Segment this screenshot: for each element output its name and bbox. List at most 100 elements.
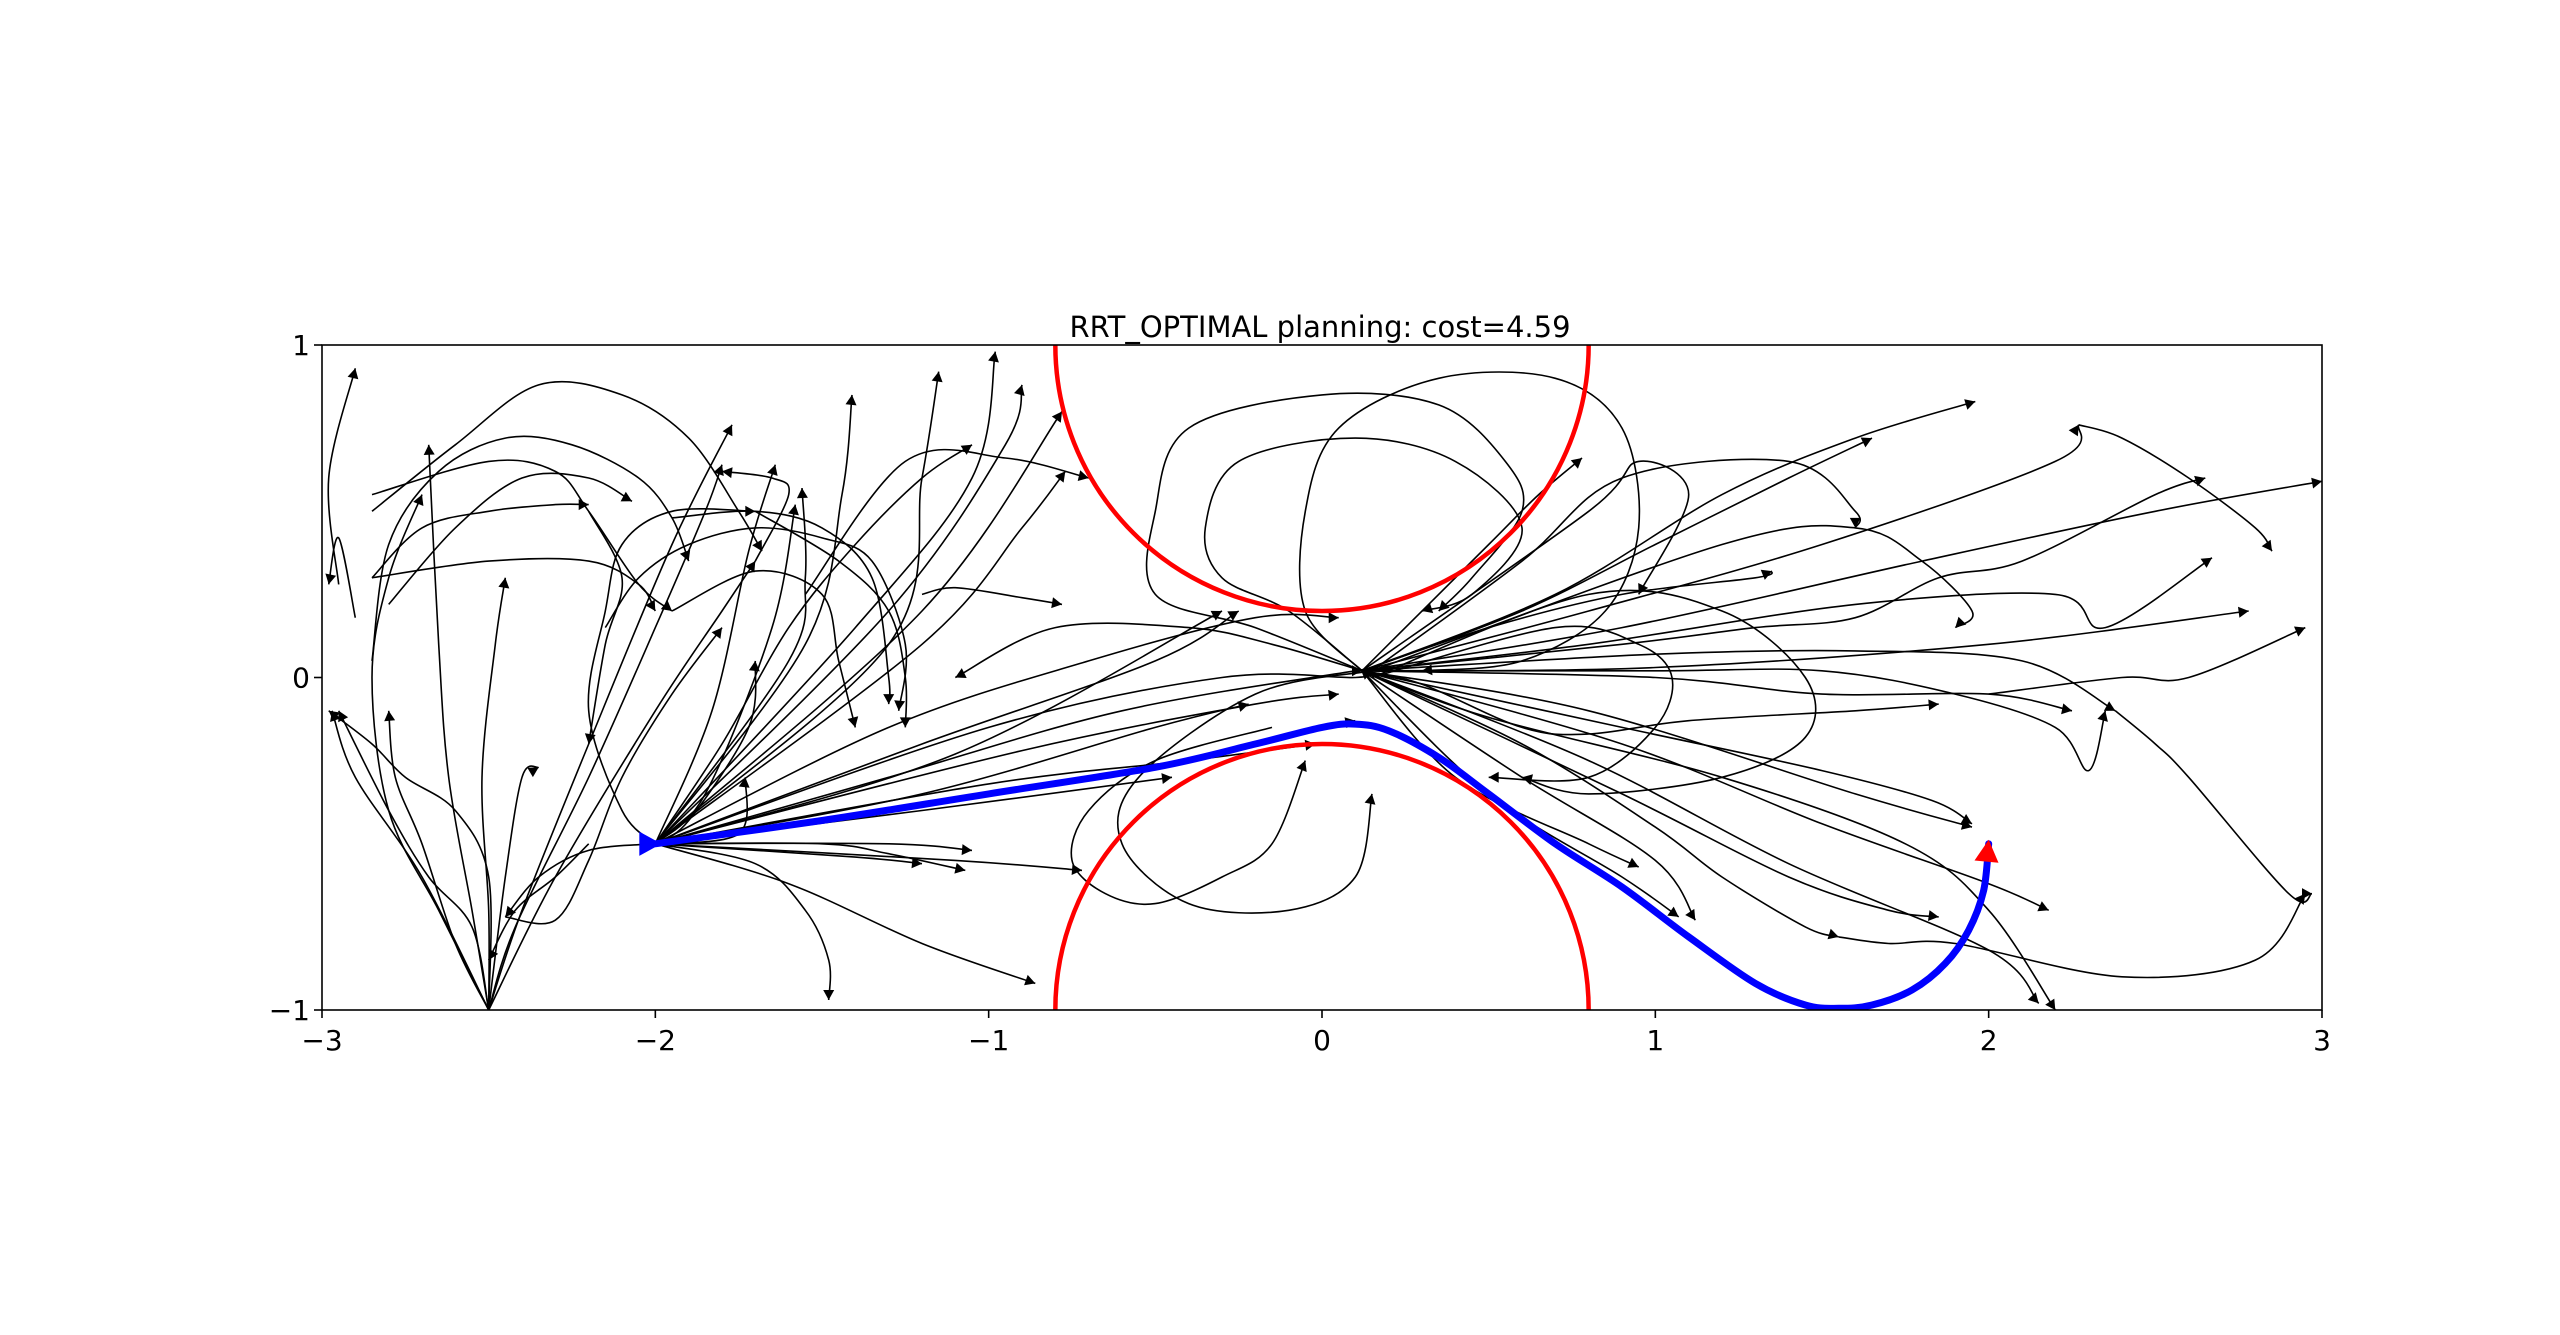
tree-node-arrow xyxy=(325,573,337,585)
tree-node-arrow xyxy=(1570,458,1582,469)
x-axis: −3 −2 −1 0 1 2 3 xyxy=(301,1010,2331,1057)
tree-node-arrow xyxy=(2045,998,2056,1010)
tree-edge xyxy=(371,503,589,579)
plot-area xyxy=(325,345,2322,1010)
tree-node-arrow xyxy=(1051,597,1062,609)
tree-node-arrow xyxy=(1210,610,1222,621)
tree-node-arrow xyxy=(2037,901,2049,912)
tree-edge xyxy=(671,510,891,705)
tree-edge xyxy=(1361,670,1939,736)
tree-edge xyxy=(328,710,492,1010)
tree-edge xyxy=(388,472,633,605)
tree-node-arrow xyxy=(711,627,722,639)
tree-edge xyxy=(1371,524,1974,672)
x-tick-label: −2 xyxy=(635,1024,676,1057)
x-tick-label: −3 xyxy=(301,1024,342,1057)
tree-node-arrow xyxy=(1364,793,1376,805)
tree-edge xyxy=(1361,670,2050,912)
tree-node-arrow xyxy=(1054,471,1066,483)
tree-edge xyxy=(487,765,540,1010)
tree-edge xyxy=(654,371,940,845)
tree-node-arrow xyxy=(745,561,756,573)
tree-edge xyxy=(654,394,853,845)
tree-edge xyxy=(487,560,756,1010)
tree-edge xyxy=(327,368,357,585)
tree-node-arrow xyxy=(1928,910,1939,921)
tree-edge xyxy=(1371,625,1674,782)
tree-node-arrow xyxy=(2311,477,2322,489)
tree-node-arrow xyxy=(911,857,922,869)
tree-node-arrow xyxy=(1422,602,1434,614)
tree-node-arrow xyxy=(960,444,972,455)
tree-edge xyxy=(1361,649,2116,712)
tree-node-arrow xyxy=(413,494,424,506)
tree-node-arrow xyxy=(384,710,396,722)
tree-node-arrow xyxy=(679,549,691,562)
tree-edge xyxy=(1116,670,1373,914)
chart-title: RRT_OPTIMAL planning: cost=4.59 xyxy=(1069,310,1570,344)
tree-edge xyxy=(1361,670,1973,825)
tree-node-arrow xyxy=(2068,424,2079,437)
tree-edge xyxy=(505,627,723,925)
tree-edge xyxy=(1145,392,1525,672)
x-tick-label: 2 xyxy=(1980,1024,1998,1057)
tree-edge xyxy=(481,577,507,1010)
tree-edge xyxy=(1361,477,2206,672)
tree-node-arrow xyxy=(1964,399,1976,410)
tree-node-arrow xyxy=(845,394,857,406)
tree-node-arrow xyxy=(788,504,799,516)
tree-node-arrow xyxy=(2294,626,2306,637)
tree-node-arrow xyxy=(767,464,778,476)
tree-edge xyxy=(655,693,1339,845)
tree-edge xyxy=(721,470,791,562)
x-tick-label: 3 xyxy=(2313,1024,2331,1057)
tree-node-arrow xyxy=(1955,616,1967,628)
tree-edge xyxy=(655,610,1223,845)
tree-node-arrow xyxy=(1488,771,1499,783)
tree-edge xyxy=(654,351,997,845)
tree-node-arrow xyxy=(423,444,435,455)
tree-edge xyxy=(587,508,756,845)
tree-edge xyxy=(487,843,590,961)
tree-node-arrow xyxy=(328,710,340,722)
tree-node-arrow xyxy=(1328,689,1339,701)
tree-edge xyxy=(1203,437,1523,672)
tree-edge xyxy=(1361,670,1939,918)
tree-edge xyxy=(1361,400,1976,672)
x-tick-label: −1 xyxy=(968,1024,1009,1057)
tree-node-arrow xyxy=(1760,569,1772,580)
tree-edge xyxy=(1361,670,1839,938)
x-tick-label: 0 xyxy=(1313,1024,1331,1057)
tree-edge xyxy=(1361,670,2073,712)
tree-node-arrow xyxy=(2238,606,2249,618)
tree-node-arrow xyxy=(1227,611,1239,621)
tree-edge xyxy=(387,710,490,1010)
tree-node-arrow xyxy=(1638,583,1649,595)
tree-edge xyxy=(655,610,1240,845)
tree-edge xyxy=(427,444,490,1010)
tree-node-arrow xyxy=(847,716,859,728)
tree-node-arrow xyxy=(1960,814,1972,824)
tree-node-arrow xyxy=(527,767,539,778)
tree-node-arrow xyxy=(1438,600,1450,611)
tree-edge xyxy=(655,703,1249,845)
tree-edge xyxy=(327,537,357,618)
obstacle-circle xyxy=(1053,741,1591,1010)
tree-node-arrow xyxy=(1161,773,1172,784)
obstacle-circle xyxy=(1053,345,1591,614)
tree-node-arrow xyxy=(505,905,516,917)
tree-edge xyxy=(1361,424,2083,672)
tree-node-arrow xyxy=(2027,992,2039,1004)
y-tick-label: 1 xyxy=(292,329,310,362)
tree-node-arrow xyxy=(722,424,733,437)
rrt-tree xyxy=(325,351,2322,1010)
tree-node-arrow xyxy=(498,577,510,589)
tree-node-arrow xyxy=(584,733,596,744)
tree-edge xyxy=(1361,670,1973,828)
tree-edge xyxy=(654,444,973,845)
tree-node-arrow xyxy=(796,488,808,499)
y-tick-label: −1 xyxy=(269,994,310,1027)
tree-node-arrow xyxy=(1024,974,1036,986)
tree-node-arrow xyxy=(988,351,999,363)
tree-node-arrow xyxy=(1827,928,1839,940)
